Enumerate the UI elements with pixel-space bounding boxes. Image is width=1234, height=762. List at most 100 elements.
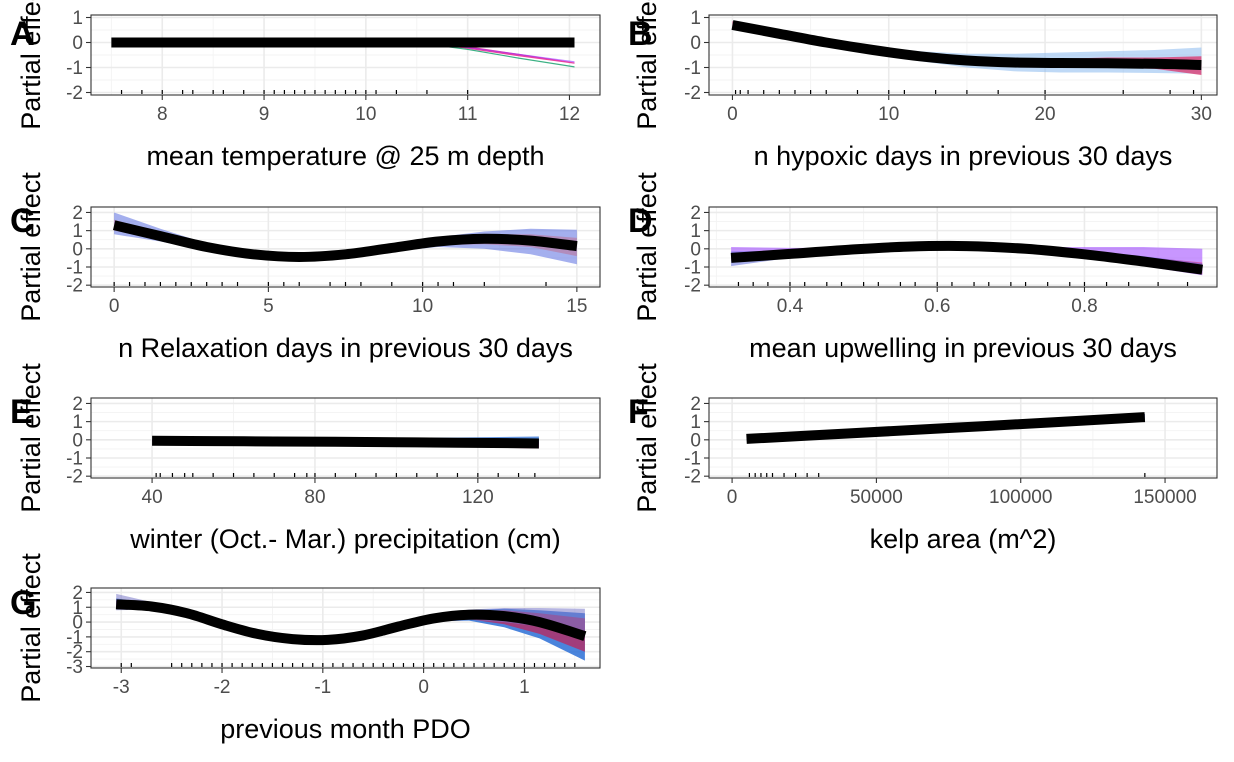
x-tick-label: 80 <box>304 487 325 508</box>
x-tick-label: 8 <box>157 104 168 125</box>
y-tick-label: 1 <box>72 8 83 29</box>
y-tick-label: -2 <box>684 83 701 104</box>
y-tick-label: -1 <box>66 258 83 279</box>
x-tick-label: 0 <box>418 677 429 698</box>
panel-a: 8 9 10 11 12 -2 -1 0 1 mean temperature @ 25 m de… <box>10 0 601 171</box>
x-tick-label: 100000 <box>989 487 1052 508</box>
panel-border <box>90 206 601 288</box>
y-tick-label: 0 <box>690 430 701 451</box>
x-tick-label: 40 <box>142 487 163 508</box>
x-axis-label: winter (Oct.- Mar.) precipitation (cm) <box>129 524 561 554</box>
y-tick-label: 1 <box>72 598 83 619</box>
x-tick-label: 1 <box>519 677 530 698</box>
x-tick-label: 0 <box>727 104 738 125</box>
y-axis-label: Partial effect <box>632 0 662 130</box>
x-tick-label: 0.4 <box>777 296 804 317</box>
x-tick-label: 20 <box>1034 104 1055 125</box>
confidence-band-2 <box>111 42 575 68</box>
x-tick-label: 11 <box>458 104 478 125</box>
x-tick-label: 12 <box>559 104 580 125</box>
y-tick-label: -2 <box>66 276 83 297</box>
y-axis-label: Partial effect <box>16 172 46 322</box>
y-tick-label: -2 <box>684 467 701 488</box>
y-tick-label: 2 <box>690 394 701 415</box>
y-tick-label: 0 <box>72 239 83 260</box>
x-tick-label: 150000 <box>1133 487 1196 508</box>
panel-border <box>90 14 601 96</box>
y-tick-label: 1 <box>690 412 701 433</box>
panel-border <box>90 397 601 479</box>
x-tick-label: 0.8 <box>1071 296 1097 317</box>
panel-tag: C <box>10 202 35 240</box>
x-axis-label: mean upwelling in previous 30 days <box>749 333 1177 363</box>
y-tick-label: -1 <box>66 449 83 470</box>
panel-border <box>90 587 601 669</box>
y-tick-label: 2 <box>72 394 83 415</box>
y-axis-label: Partial effect <box>16 553 46 703</box>
x-tick-label: 5 <box>263 296 274 317</box>
y-tick-label: 0 <box>72 430 83 451</box>
panel-b: 0 10 20 30 -2 -1 0 1 n hypoxic days in previous … <box>628 0 1218 171</box>
x-tick-label: -2 <box>214 677 231 698</box>
partial-effect-line <box>112 220 578 262</box>
panel-tag: A <box>10 15 35 53</box>
x-tick-label: 0.6 <box>924 296 950 317</box>
panel-tag: E <box>10 393 33 431</box>
y-axis-label: Partial effect <box>16 363 46 513</box>
panel-border <box>708 397 1218 479</box>
partial-effect-line <box>731 20 1202 70</box>
x-tick-label: 9 <box>259 104 270 125</box>
partial-effect-line <box>746 412 1146 444</box>
x-tick-label: 10 <box>355 104 376 125</box>
y-tick-label: 0 <box>72 613 83 634</box>
y-tick-label: -1 <box>684 258 701 279</box>
x-tick-label: -3 <box>113 677 130 698</box>
x-axis-label: kelp area (m^2) <box>870 524 1057 554</box>
x-axis-label: n hypoxic days in previous 30 days <box>754 141 1173 171</box>
y-tick-label: -1 <box>66 58 83 79</box>
x-tick-label: 50000 <box>850 487 903 508</box>
y-tick-label: -2 <box>684 276 701 297</box>
y-tick-label: 2 <box>72 203 83 224</box>
y-tick-label: -1 <box>684 449 701 470</box>
panel-border <box>708 206 1218 288</box>
y-axis-label: Partial effect <box>632 363 662 513</box>
x-axis-label: previous month PDO <box>220 714 471 744</box>
y-tick-label: -1 <box>66 627 83 648</box>
y-tick-label: 1 <box>72 221 83 242</box>
y-tick-label: 0 <box>690 33 701 54</box>
panel-tag: D <box>628 202 653 240</box>
panel-border <box>708 14 1218 96</box>
y-tick-label: 1 <box>690 221 701 242</box>
x-tick-label: 30 <box>1191 104 1212 125</box>
x-tick-label: 120 <box>462 487 494 508</box>
x-tick-label: 0 <box>727 487 738 508</box>
y-tick-label: -1 <box>684 58 701 79</box>
x-tick-label: 10 <box>412 296 433 317</box>
x-axis-label: n Relaxation days in previous 30 days <box>118 333 573 363</box>
x-tick-label: -1 <box>314 677 331 698</box>
panel-tag: G <box>10 584 36 622</box>
x-tick-label: 10 <box>878 104 899 125</box>
x-tick-label: 15 <box>566 296 587 317</box>
y-tick-label: 0 <box>72 33 83 54</box>
partial-effect-line <box>730 240 1203 275</box>
y-tick-label: -3 <box>66 657 83 678</box>
partial-effect-line <box>152 435 539 449</box>
y-tick-label: -2 <box>66 642 83 663</box>
x-tick-label: 0 <box>109 296 120 317</box>
y-tick-label: -2 <box>66 83 83 104</box>
x-axis-label: mean temperature @ 25 m depth <box>146 141 544 171</box>
y-tick-label: -2 <box>66 467 83 488</box>
panel-tag: B <box>628 15 653 53</box>
y-tick-label: 1 <box>690 8 701 29</box>
y-tick-label: 2 <box>690 203 701 224</box>
y-tick-label: 1 <box>72 412 83 433</box>
y-axis-label: Partial effect <box>632 172 662 322</box>
